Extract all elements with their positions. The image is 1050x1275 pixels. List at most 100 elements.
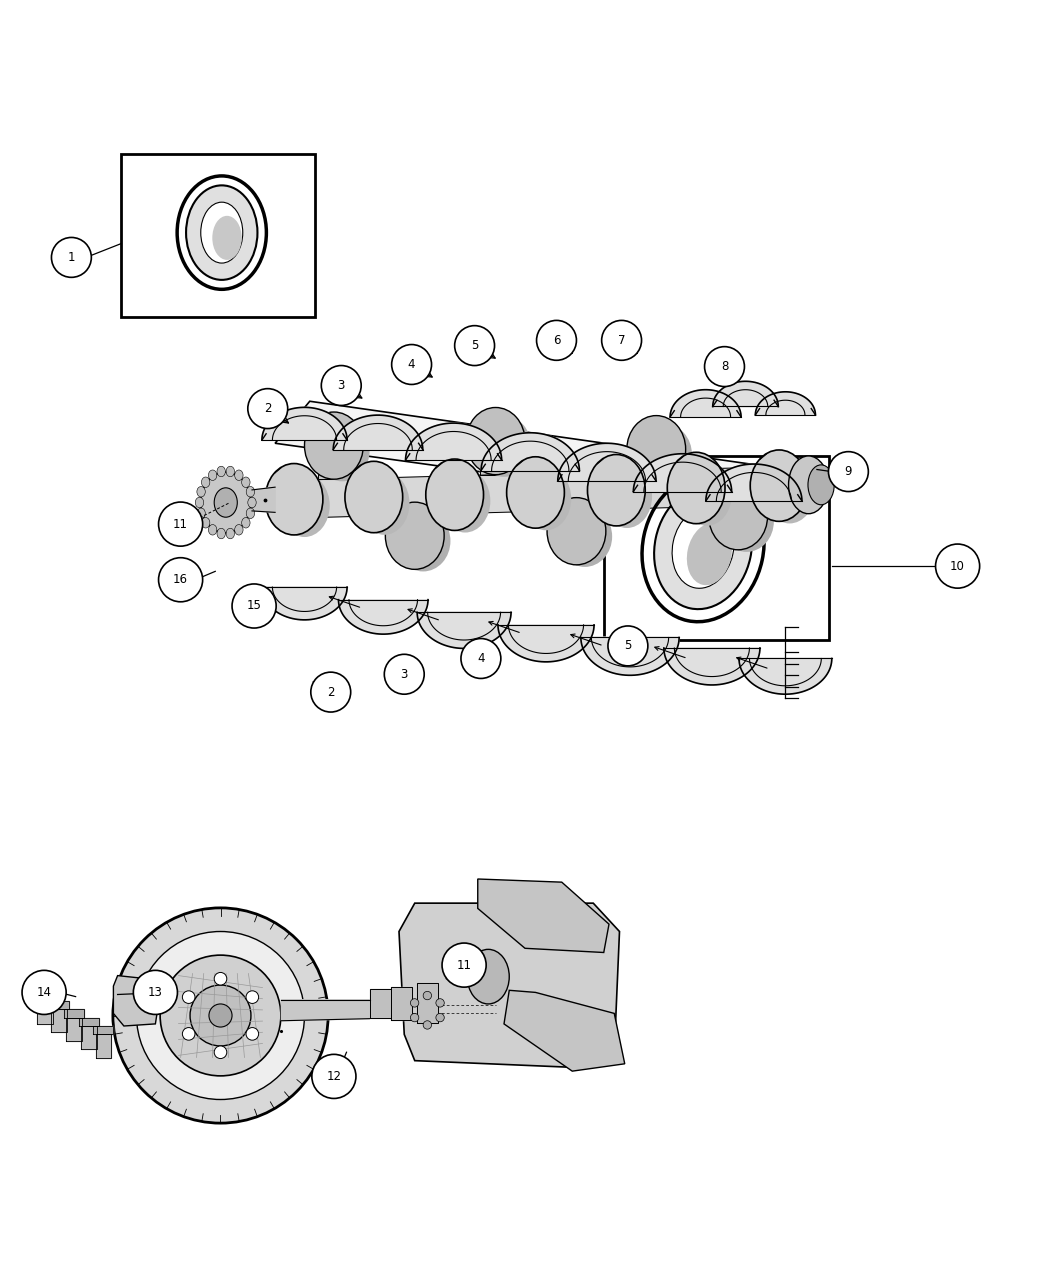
Ellipse shape xyxy=(440,469,490,533)
Ellipse shape xyxy=(558,506,612,567)
Ellipse shape xyxy=(234,470,243,481)
Circle shape xyxy=(411,998,419,1007)
Text: 13: 13 xyxy=(148,986,163,998)
Circle shape xyxy=(392,344,432,385)
Circle shape xyxy=(248,389,288,428)
Polygon shape xyxy=(706,464,802,501)
Text: 1: 1 xyxy=(67,251,76,264)
Ellipse shape xyxy=(279,474,330,537)
Ellipse shape xyxy=(209,1003,232,1028)
Circle shape xyxy=(608,626,648,666)
Ellipse shape xyxy=(195,497,204,507)
Circle shape xyxy=(246,991,258,1003)
Text: 11: 11 xyxy=(173,518,188,530)
Ellipse shape xyxy=(242,518,250,528)
FancyBboxPatch shape xyxy=(121,154,315,317)
Ellipse shape xyxy=(190,986,251,1046)
Polygon shape xyxy=(417,983,438,1023)
Circle shape xyxy=(384,654,424,694)
Ellipse shape xyxy=(681,463,732,525)
Circle shape xyxy=(423,992,432,1000)
Text: 4: 4 xyxy=(477,652,485,666)
Ellipse shape xyxy=(627,416,686,483)
Polygon shape xyxy=(37,1001,52,1024)
Polygon shape xyxy=(558,444,656,481)
Ellipse shape xyxy=(771,458,813,514)
Polygon shape xyxy=(374,476,455,516)
Ellipse shape xyxy=(687,523,732,585)
Polygon shape xyxy=(252,487,275,513)
Ellipse shape xyxy=(385,502,444,570)
Ellipse shape xyxy=(201,203,243,263)
Ellipse shape xyxy=(506,456,565,528)
Circle shape xyxy=(321,366,361,405)
Ellipse shape xyxy=(242,477,250,487)
Circle shape xyxy=(159,502,203,546)
Ellipse shape xyxy=(426,459,483,530)
Polygon shape xyxy=(640,468,672,470)
Ellipse shape xyxy=(789,456,828,514)
Circle shape xyxy=(436,1014,444,1021)
Polygon shape xyxy=(66,1017,82,1040)
Circle shape xyxy=(436,998,444,1007)
Ellipse shape xyxy=(709,483,768,550)
Circle shape xyxy=(183,991,195,1003)
Circle shape xyxy=(423,1021,432,1029)
Text: 7: 7 xyxy=(617,334,626,347)
Polygon shape xyxy=(739,658,832,694)
Ellipse shape xyxy=(186,185,257,280)
Polygon shape xyxy=(405,423,502,460)
Ellipse shape xyxy=(719,491,774,552)
Polygon shape xyxy=(51,1010,67,1033)
Polygon shape xyxy=(670,390,741,417)
Ellipse shape xyxy=(197,487,206,497)
Text: 2: 2 xyxy=(327,686,335,699)
Ellipse shape xyxy=(214,488,237,518)
Polygon shape xyxy=(399,903,620,1068)
Circle shape xyxy=(22,970,66,1015)
Ellipse shape xyxy=(202,518,210,528)
Polygon shape xyxy=(275,402,803,511)
Polygon shape xyxy=(391,987,412,1020)
Ellipse shape xyxy=(226,467,234,477)
Circle shape xyxy=(246,1028,258,1040)
Ellipse shape xyxy=(547,497,606,565)
Polygon shape xyxy=(664,648,760,685)
Circle shape xyxy=(455,325,495,366)
Circle shape xyxy=(411,1014,419,1021)
Circle shape xyxy=(461,639,501,678)
Ellipse shape xyxy=(208,524,216,536)
Ellipse shape xyxy=(160,955,281,1076)
Ellipse shape xyxy=(246,507,254,519)
Ellipse shape xyxy=(521,467,571,530)
Polygon shape xyxy=(318,464,350,479)
Polygon shape xyxy=(333,416,423,450)
Text: 14: 14 xyxy=(37,986,51,998)
Polygon shape xyxy=(561,510,592,513)
Circle shape xyxy=(828,451,868,492)
Ellipse shape xyxy=(466,408,525,474)
Polygon shape xyxy=(261,586,348,620)
Text: 6: 6 xyxy=(552,334,561,347)
Polygon shape xyxy=(480,460,511,474)
Circle shape xyxy=(312,1054,356,1099)
Circle shape xyxy=(311,672,351,711)
Ellipse shape xyxy=(212,215,242,260)
Circle shape xyxy=(159,557,203,602)
Polygon shape xyxy=(113,975,158,1026)
Ellipse shape xyxy=(246,487,254,497)
Polygon shape xyxy=(633,454,732,492)
Ellipse shape xyxy=(248,497,256,507)
Polygon shape xyxy=(755,391,816,414)
Text: 16: 16 xyxy=(173,574,188,586)
FancyBboxPatch shape xyxy=(604,456,830,640)
Polygon shape xyxy=(79,1017,99,1026)
Ellipse shape xyxy=(750,450,808,521)
Text: 15: 15 xyxy=(247,599,261,612)
Ellipse shape xyxy=(234,524,243,536)
Circle shape xyxy=(214,1046,227,1058)
Polygon shape xyxy=(261,407,348,440)
Circle shape xyxy=(936,544,980,588)
Ellipse shape xyxy=(304,412,363,479)
Polygon shape xyxy=(96,1034,111,1057)
